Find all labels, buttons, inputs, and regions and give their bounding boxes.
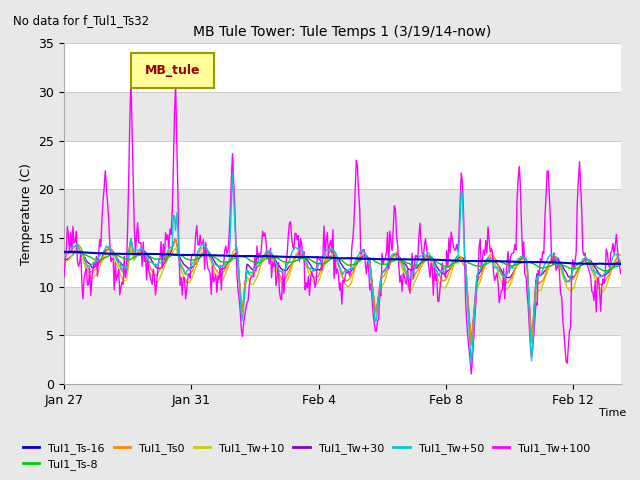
Bar	[64, 238, 621, 287]
FancyBboxPatch shape	[131, 53, 214, 87]
Bar	[64, 287, 621, 336]
Bar	[64, 141, 621, 189]
Legend: Tul1_Ts-16, Tul1_Ts-8, Tul1_Ts0, Tul1_Tw+10, Tul1_Tw+30, Tul1_Tw+50, Tul1_Tw+100: Tul1_Ts-16, Tul1_Ts-8, Tul1_Ts0, Tul1_Tw…	[19, 438, 595, 474]
Y-axis label: Temperature (C): Temperature (C)	[20, 163, 33, 264]
Bar	[64, 336, 621, 384]
Bar	[64, 189, 621, 238]
Title: MB Tule Tower: Tule Temps 1 (3/19/14-now): MB Tule Tower: Tule Temps 1 (3/19/14-now…	[193, 25, 492, 39]
Text: Time: Time	[599, 408, 627, 418]
Text: No data for f_Tul1_Ts32: No data for f_Tul1_Ts32	[13, 14, 149, 27]
Bar	[64, 43, 621, 92]
Text: MB_tule: MB_tule	[145, 64, 200, 77]
Bar	[64, 92, 621, 141]
